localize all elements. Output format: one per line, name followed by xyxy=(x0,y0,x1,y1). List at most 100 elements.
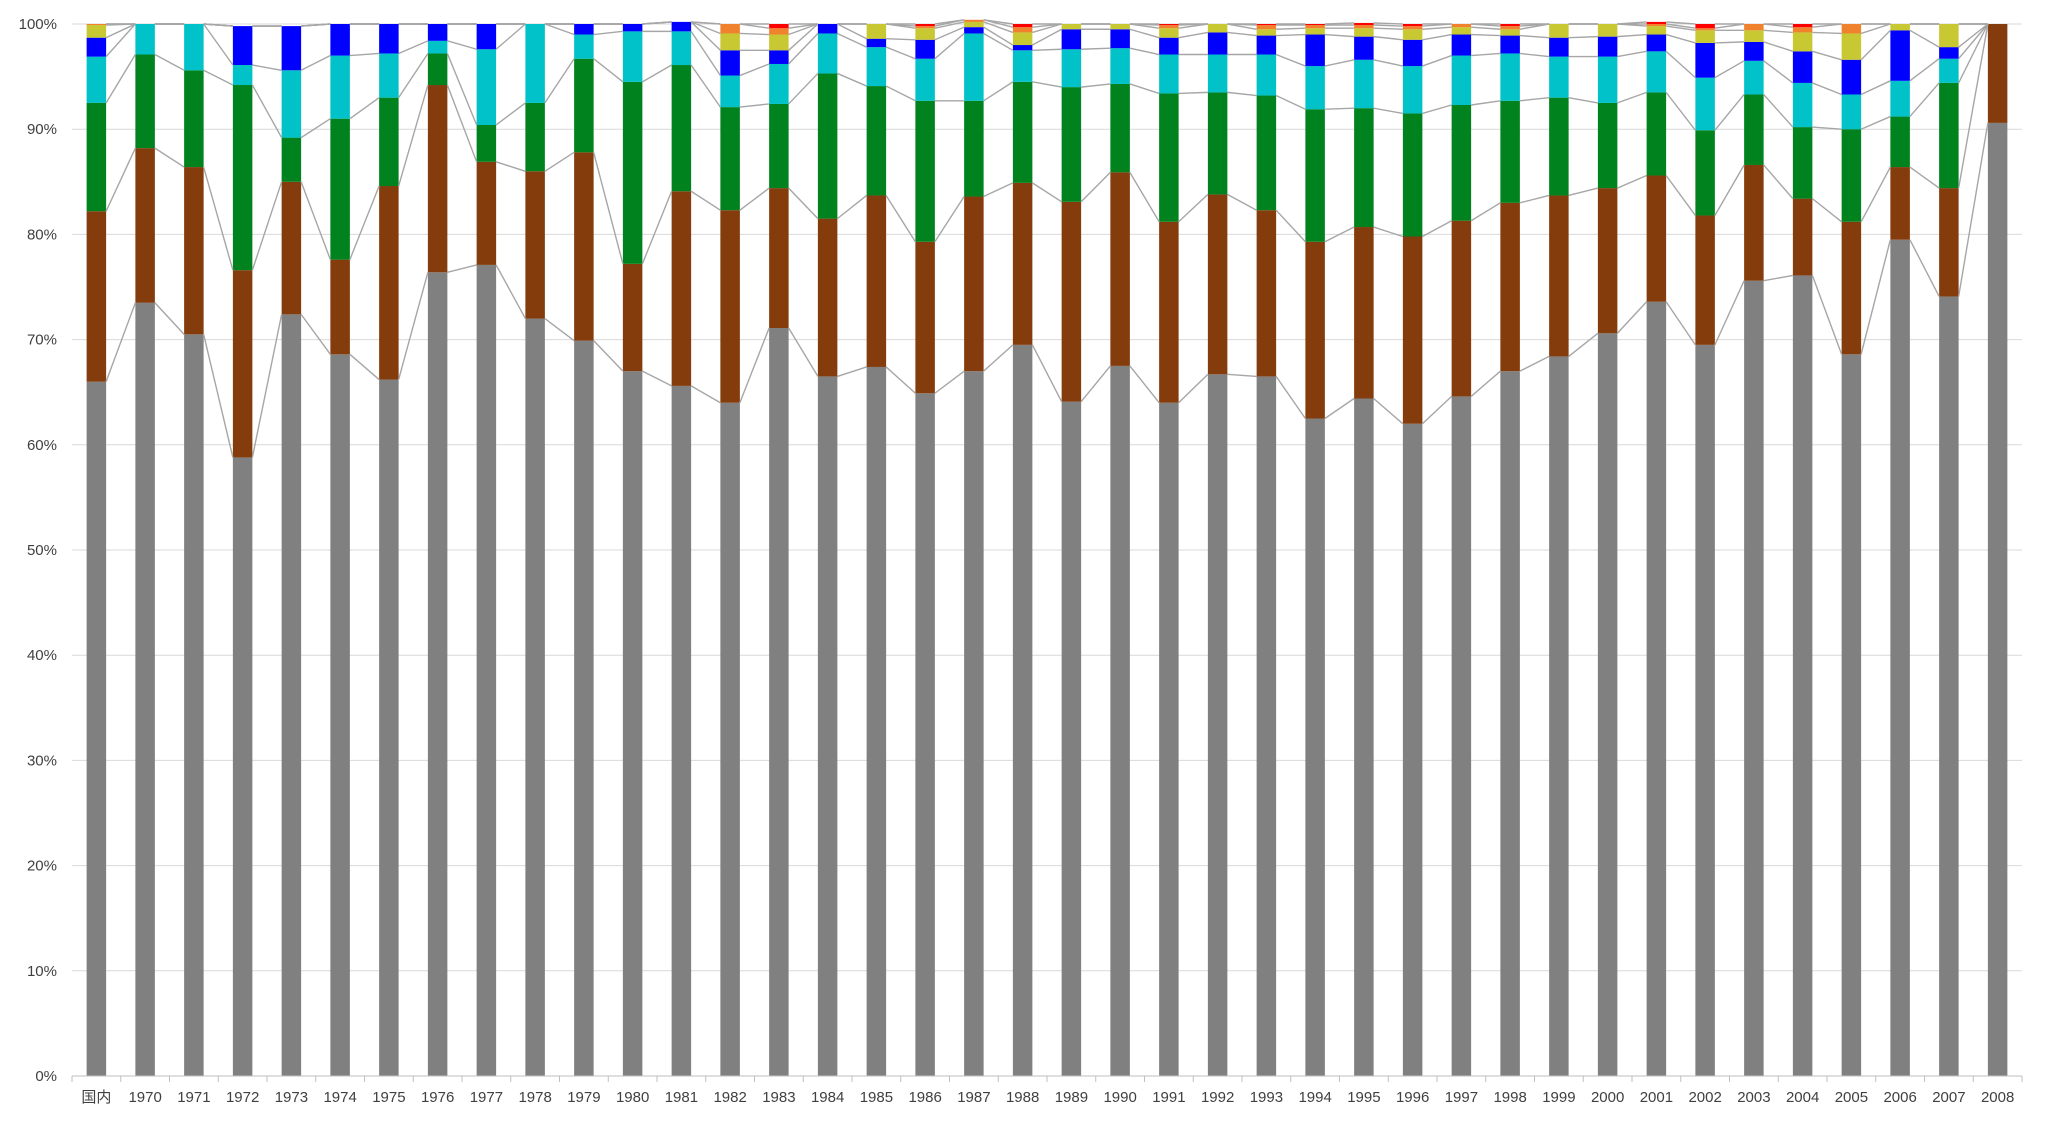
series-line xyxy=(1031,344,1063,402)
series-line xyxy=(1129,28,1160,39)
bar-segment xyxy=(86,56,107,103)
bar-segment xyxy=(1451,34,1472,56)
series-line xyxy=(837,366,867,378)
series-line xyxy=(105,23,136,58)
y-tick-label: 30% xyxy=(27,752,57,769)
bar-segment xyxy=(1061,29,1082,50)
bar-segment xyxy=(330,55,350,119)
bar-segment xyxy=(1451,55,1472,106)
bar-segment xyxy=(622,31,643,82)
series-line xyxy=(837,23,867,40)
series-line xyxy=(349,97,380,120)
series-line xyxy=(1324,59,1355,67)
bar-segment xyxy=(1890,24,1910,31)
series-line xyxy=(1032,81,1062,88)
series-line xyxy=(837,72,867,87)
series-line xyxy=(1812,50,1842,61)
bar-segment xyxy=(964,19,984,22)
bar-segment xyxy=(1500,202,1520,372)
x-tick-label: 1987 xyxy=(957,1089,990,1106)
bar-segment xyxy=(1402,29,1423,40)
bar-segment xyxy=(1890,80,1910,117)
series-line xyxy=(495,23,526,50)
bar-segment xyxy=(769,328,789,1076)
bar-segment xyxy=(1159,402,1179,1077)
bar-segment xyxy=(1110,172,1130,366)
series-line xyxy=(1617,21,1647,25)
series-line xyxy=(1275,94,1306,110)
bar-segment xyxy=(769,103,789,189)
series-line xyxy=(300,118,331,139)
series-line xyxy=(397,84,429,187)
series-line xyxy=(788,23,819,36)
series-line xyxy=(495,161,526,172)
series-line xyxy=(154,53,185,71)
series-line xyxy=(885,46,916,60)
series-line xyxy=(788,72,819,105)
bar-segment xyxy=(1695,77,1715,131)
bar-segment xyxy=(232,270,253,458)
series-line xyxy=(1568,187,1599,197)
series-line xyxy=(1471,26,1501,30)
series-line xyxy=(1812,82,1842,96)
bar-segment xyxy=(915,26,935,29)
bar-segment xyxy=(915,28,935,40)
bar-segment xyxy=(1744,60,1764,95)
bar-segment xyxy=(817,33,838,74)
series-line xyxy=(1909,166,1940,189)
series-line xyxy=(300,181,332,260)
bar-segment xyxy=(1402,113,1423,237)
series-line xyxy=(592,152,624,265)
series-line xyxy=(1227,31,1257,37)
x-tick-label: 1981 xyxy=(665,1089,698,1106)
series-line xyxy=(1373,27,1403,30)
series-line xyxy=(788,23,819,51)
x-tick-label: 1990 xyxy=(1103,1089,1136,1106)
x-tick-label: 2007 xyxy=(1932,1089,1965,1106)
bar-segment xyxy=(86,102,107,212)
y-tick-label: 90% xyxy=(27,121,57,138)
series-line xyxy=(544,318,575,342)
bar-segment xyxy=(281,137,302,182)
bar-segment xyxy=(1354,36,1374,60)
series-line xyxy=(1763,164,1794,200)
series-line xyxy=(1471,100,1501,106)
series-line xyxy=(495,102,526,126)
series-line xyxy=(251,314,283,458)
bar-segment xyxy=(1695,30,1715,43)
bar-segment xyxy=(915,393,935,1076)
series-line xyxy=(934,19,965,25)
bar-segment xyxy=(1305,66,1325,110)
series-line xyxy=(1129,47,1160,56)
bar-segment xyxy=(1451,27,1472,35)
bar-segment xyxy=(964,27,984,34)
bar-segment xyxy=(135,24,155,55)
bar-segment xyxy=(1792,198,1813,276)
series-line xyxy=(690,190,721,211)
bar-segment xyxy=(671,31,692,66)
series-line xyxy=(934,32,965,60)
bar-segment xyxy=(1207,374,1228,1076)
bar-segment xyxy=(1256,24,1277,26)
series-line xyxy=(983,81,1014,102)
series-line xyxy=(1422,33,1452,41)
bar-segment xyxy=(1549,37,1569,57)
bar-segment xyxy=(1841,129,1862,222)
bar-segment xyxy=(915,241,935,394)
series-line xyxy=(1568,332,1599,357)
series-line xyxy=(1178,91,1208,95)
bar-segment xyxy=(1354,59,1374,109)
x-tick-label: 1983 xyxy=(762,1089,795,1106)
series-line xyxy=(593,340,624,372)
series-line xyxy=(1129,171,1160,223)
bar-segment xyxy=(1354,25,1374,29)
bar-segment xyxy=(769,24,789,29)
series-line xyxy=(1129,83,1160,95)
bar-segment xyxy=(1451,220,1472,397)
bar-segment xyxy=(1939,58,1959,83)
bar-segment xyxy=(1256,95,1277,211)
series-line xyxy=(202,334,234,458)
series-line xyxy=(836,194,868,220)
bar-segment xyxy=(1256,210,1277,377)
series-line xyxy=(1665,301,1696,346)
